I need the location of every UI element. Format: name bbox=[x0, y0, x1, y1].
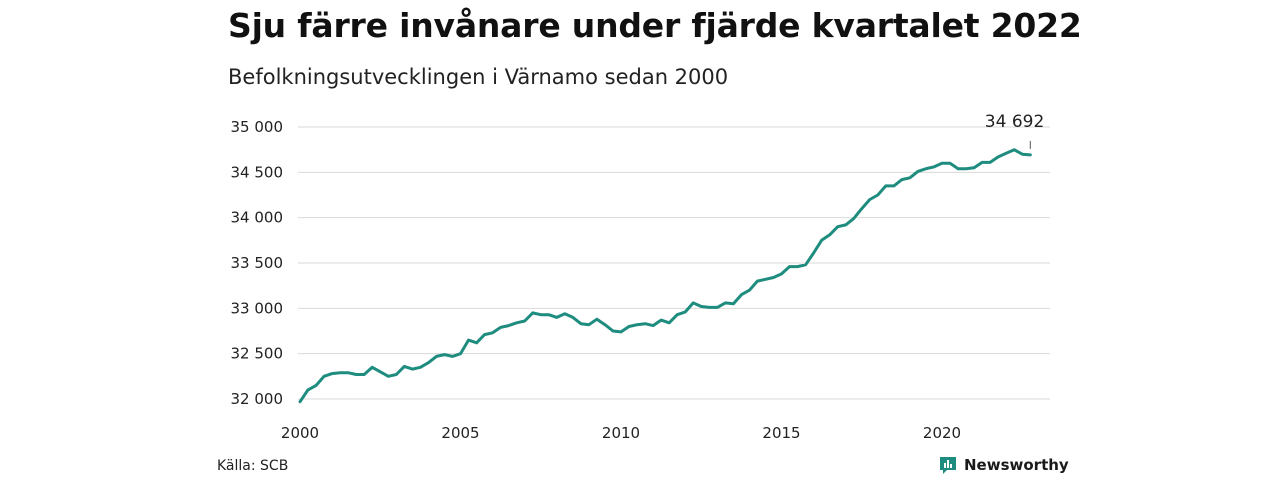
y-tick-label: 35 000 bbox=[231, 118, 284, 136]
x-axis-tick-labels: 2000 2005 2010 2015 2020 bbox=[281, 424, 961, 442]
chart-subtitle: Befolkningsutvecklingen i Värnamo sedan … bbox=[228, 65, 729, 89]
gridlines bbox=[298, 126, 1050, 400]
y-tick-label: 34 000 bbox=[231, 209, 284, 227]
y-tick-label: 34 500 bbox=[231, 163, 284, 181]
y-tick-label: 33 500 bbox=[231, 254, 284, 272]
x-tick-label: 2010 bbox=[602, 424, 640, 442]
source-note: Källa: SCB bbox=[217, 458, 289, 474]
x-tick-label: 2005 bbox=[441, 424, 479, 442]
y-axis-tick-labels: 32 000 32 500 33 000 33 500 34 000 34 500 35 0… bbox=[231, 118, 284, 408]
annotation-label: 34 692 bbox=[985, 112, 1044, 132]
newsworthy-logo-icon bbox=[940, 457, 956, 474]
x-tick-label: 2000 bbox=[281, 424, 319, 442]
y-tick-label: 32 000 bbox=[231, 390, 284, 408]
annotations: 34 692 bbox=[985, 112, 1044, 149]
chart-title: Sju färre invånare under fjärde kvartale… bbox=[228, 6, 1082, 45]
brand-name: Newsworthy bbox=[964, 456, 1069, 474]
series-group bbox=[298, 148, 1032, 404]
x-tick-label: 2020 bbox=[923, 424, 961, 442]
y-tick-label: 33 000 bbox=[231, 299, 284, 317]
series-line bbox=[298, 148, 1032, 404]
brand-logo[interactable]: Newsworthy bbox=[938, 455, 1069, 475]
x-tick-label: 2015 bbox=[762, 424, 800, 442]
y-tick-label: 32 500 bbox=[231, 345, 284, 363]
